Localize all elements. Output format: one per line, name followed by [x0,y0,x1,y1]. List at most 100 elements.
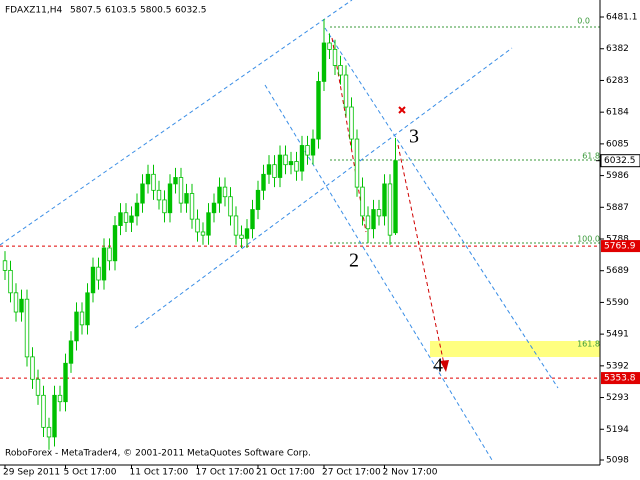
wave-label: 4 [433,355,443,377]
candle-body [261,173,266,191]
candle-body [2,260,8,271]
y-tick-label: 5098 [606,456,629,466]
last-price-box [600,154,640,168]
x-tick-label: 21 Oct 17:00 [256,468,315,478]
candle-body [294,161,299,172]
candle-body [101,247,107,281]
candle-body [74,311,79,342]
candle-body [46,426,52,438]
candle-body [338,65,343,76]
x-tick-label: 11 Oct 17:00 [130,468,189,478]
candle-body [217,186,222,204]
candle-body [206,212,211,236]
channel-line [134,47,513,329]
candle-body [277,154,283,178]
candle-body [145,173,151,185]
candle-body [184,193,189,204]
candle-body [151,173,156,191]
candle-body [349,106,354,140]
candle-body [178,177,184,204]
candle-body [222,186,228,198]
y-tick-label: 6184 [606,108,629,118]
candle-body [189,193,195,220]
x-tick-label: 27 Oct 17:00 [322,468,381,478]
fib-label: 100.0 [577,235,600,244]
x-tick-label: 29 Sep 2011 [3,468,60,478]
y-tick-label: 5194 [606,425,629,435]
candle-body [167,183,173,214]
x-tick-label: 2 Nov 17:00 [383,468,438,478]
drawing-objects [0,0,600,461]
candle-body [305,145,310,156]
candle-body [228,196,233,217]
candle-body [244,228,250,239]
target-zone [430,341,600,357]
candle-body [112,225,118,262]
plot [0,18,600,450]
candle-body [63,362,68,403]
candle-body [288,161,294,166]
y-tick-label: 5689 [606,266,629,276]
candle-body [316,81,321,140]
candle-body [134,202,140,217]
y-tick-label: 5392 [606,361,629,371]
wave-label: 3 [409,126,419,148]
candle-body [393,160,398,234]
ohlc-low: 5800.5 [140,6,172,16]
candle-body [8,269,13,294]
candle-body [30,356,35,380]
level-box [601,240,640,253]
channel-line [324,27,559,389]
ohlc-high: 6103.5 [105,6,137,16]
candle-body [211,202,217,214]
candle-body [41,394,46,428]
level-label: 5353.8 [604,374,636,384]
level-box [601,372,640,385]
candle-body [239,234,244,239]
candle-body [79,311,85,326]
level-label: 5765.9 [604,242,636,252]
candle-body [272,164,277,178]
x-tick-label: 5 Oct 17:00 [64,468,117,478]
candle-body [343,74,349,108]
candle-body [123,212,129,223]
candle-body [13,292,19,313]
candle-body [195,218,200,233]
y-tick-label: 6085 [606,139,629,149]
y-tick-label: 5986 [606,171,629,181]
candle-body [24,298,30,358]
wave-arrow [397,144,445,365]
candle-body [360,186,365,217]
candle-body [354,138,360,188]
wave-label: 2 [349,250,359,272]
candle-body [233,215,239,236]
candle-body [283,154,288,166]
candle-body [19,298,24,313]
candle-body [57,394,63,403]
candle-body [250,209,255,230]
y-tick-label: 5887 [606,203,629,213]
candle-body [200,231,206,236]
candle-body [173,177,178,185]
y-tick-label: 6382 [606,44,629,54]
candle-body [365,215,371,230]
candle-body [332,48,338,66]
candle-body [118,212,123,226]
fib-label: 0.0 [577,17,590,26]
y-tick-label: 6481.1 [606,13,638,23]
y-tick-label: 5491 [606,330,629,340]
candle-body [156,189,162,201]
y-tick-label: 5788 [606,235,629,245]
x-tick-label: 17 Oct 17:00 [196,468,255,478]
fib-label: 61.8 [582,152,600,161]
candle-body [129,215,134,223]
candle-body [299,145,305,172]
candle-body [35,378,41,396]
fib-label: 161.8 [577,340,600,349]
candle-body [382,183,387,217]
candle-body [96,266,101,281]
candle-body [310,138,316,156]
candle-body [140,183,145,204]
